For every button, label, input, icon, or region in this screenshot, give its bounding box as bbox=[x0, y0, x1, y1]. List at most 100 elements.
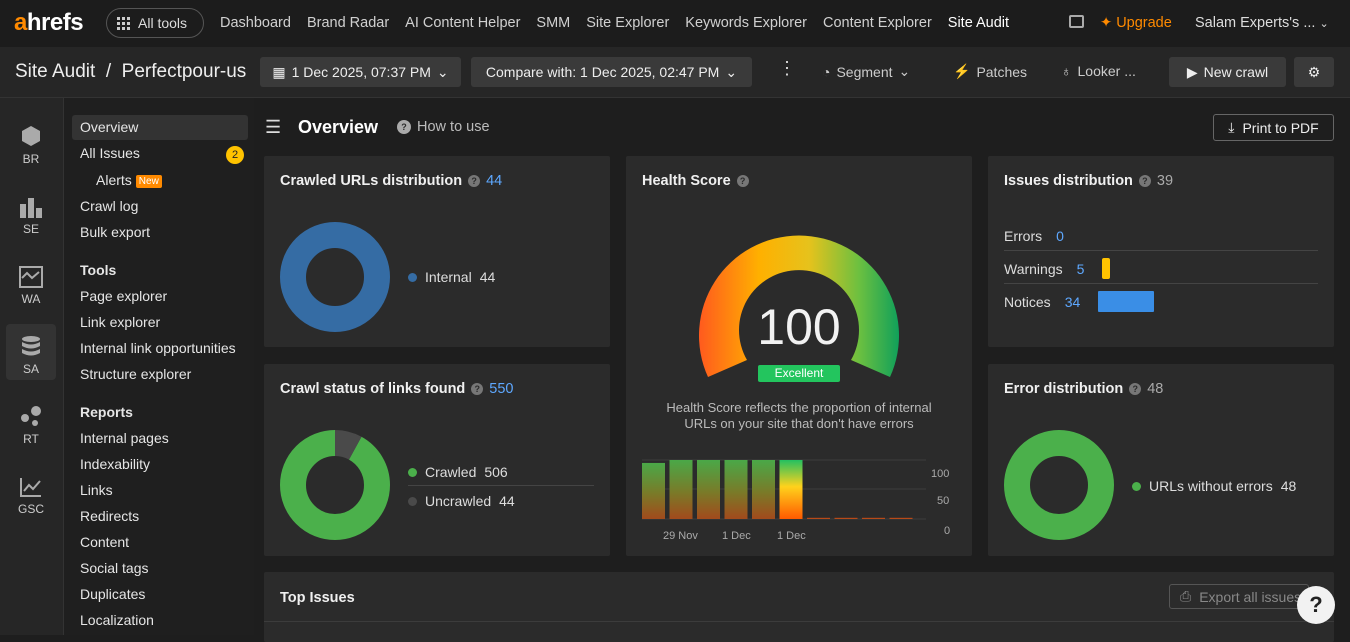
card-title: Error distribution bbox=[1004, 381, 1124, 397]
health-bar[interactable] bbox=[834, 517, 858, 519]
sidebar-item-localization[interactable]: Localization bbox=[80, 612, 154, 628]
health-bar[interactable] bbox=[779, 460, 803, 519]
nav-dashboard[interactable]: Dashboard bbox=[220, 15, 291, 31]
legend-dot bbox=[408, 467, 417, 477]
health-bar[interactable] bbox=[642, 462, 665, 519]
rail-site-audit[interactable]: SA bbox=[6, 324, 56, 380]
health-bar[interactable] bbox=[724, 460, 748, 519]
project-toolbar: Site Audit / Perfectpour-us ▦ 1 Dec 2025,… bbox=[0, 47, 1350, 98]
health-bar[interactable] bbox=[669, 460, 693, 519]
health-score-value: 100 bbox=[757, 299, 841, 355]
crawl-date-select[interactable]: ▦ 1 Dec 2025, 07:37 PM ⌄ bbox=[260, 57, 461, 87]
product-rail: BR SE WA SA RT GSC bbox=[0, 98, 64, 635]
rail-gsc[interactable]: GSC bbox=[6, 464, 56, 520]
nav-keywords-explorer[interactable]: Keywords Explorer bbox=[685, 15, 807, 31]
sidebar-item-social-tags[interactable]: Social tags bbox=[80, 560, 149, 576]
issues-row-errors[interactable]: Errors 0 bbox=[1004, 228, 1064, 244]
notifications-icon[interactable] bbox=[1069, 15, 1084, 28]
rail-web-analytics[interactable]: WA bbox=[6, 254, 56, 310]
new-crawl-button[interactable]: ▶ New crawl bbox=[1169, 57, 1286, 87]
sidebar-item-content[interactable]: Content bbox=[80, 534, 130, 550]
x-label: 29 Nov bbox=[663, 530, 698, 542]
crawled-count[interactable]: 44 bbox=[486, 173, 503, 189]
legend-urls-without-errors[interactable]: URLs without errors 48 bbox=[1132, 478, 1296, 494]
sidebar-item-duplicates[interactable]: Duplicates bbox=[80, 586, 146, 602]
sidebar-item-link-explorer[interactable]: Link explorer bbox=[80, 314, 161, 330]
y-tick: 50 bbox=[937, 495, 950, 507]
sidebar-item-all-issues[interactable]: All Issues bbox=[80, 145, 140, 161]
links-count[interactable]: 550 bbox=[489, 381, 514, 397]
sidebar-item-internal-pages[interactable]: Internal pages bbox=[80, 430, 169, 446]
health-bar[interactable] bbox=[862, 517, 885, 519]
health-score-card: Health Score? 100 Excellent Health Score… bbox=[626, 156, 972, 556]
patches-button[interactable]: ⚡ Patches bbox=[953, 63, 1028, 80]
legend-dot bbox=[1132, 481, 1141, 491]
nav-site-explorer[interactable]: Site Explorer bbox=[586, 15, 670, 31]
nav-site-audit[interactable]: Site Audit bbox=[947, 15, 1010, 31]
sidebar-item-redirects[interactable]: Redirects bbox=[80, 508, 140, 524]
issues-row-notices[interactable]: Notices 34 bbox=[1004, 294, 1081, 310]
sidebar-item-links[interactable]: Links bbox=[80, 482, 113, 498]
legend-dot bbox=[408, 496, 417, 506]
card-title: Health Score bbox=[642, 173, 731, 189]
all-tools-button[interactable]: All tools bbox=[106, 8, 204, 38]
help-icon[interactable]: ? bbox=[736, 175, 749, 187]
crawl-status-card: Crawl status of links found? 550 Crawled 5… bbox=[264, 364, 610, 556]
legend-crawled[interactable]: Crawled 506 bbox=[408, 464, 508, 480]
nav-content-explorer[interactable]: Content Explorer bbox=[822, 15, 932, 31]
sidebar-item-alerts[interactable]: Alerts New bbox=[96, 172, 162, 188]
sidebar-item-internal-link-opportunities[interactable]: Internal link opportunities bbox=[80, 340, 236, 356]
gauge-arc bbox=[699, 235, 899, 377]
health-bar[interactable] bbox=[889, 517, 913, 519]
nav-ai-content-helper[interactable]: AI Content Helper bbox=[405, 15, 521, 31]
ahrefs-logo[interactable]: ahrefs bbox=[14, 9, 84, 36]
help-chat-button[interactable]: ? bbox=[1297, 586, 1335, 624]
print-to-pdf-button[interactable]: ⤓ Print to PDF bbox=[1213, 114, 1334, 141]
help-icon[interactable]: ? bbox=[1138, 175, 1151, 187]
compare-select[interactable]: Compare with: 1 Dec 2025, 02:47 PM ⌄ bbox=[471, 57, 752, 87]
account-menu[interactable]: Salam Experts's ... ⌄ bbox=[1195, 15, 1329, 31]
how-to-use-link[interactable]: ? How to use bbox=[397, 119, 490, 135]
error-distribution-card: Error distribution? 48 URLs without error… bbox=[988, 364, 1334, 556]
card-title: Crawled URLs distribution bbox=[280, 173, 463, 189]
sidebar-active-highlight bbox=[72, 115, 248, 140]
divider bbox=[264, 621, 1334, 622]
health-bar[interactable] bbox=[752, 460, 775, 519]
top-issues-card: Top Issues ⎙ Export all issues bbox=[264, 572, 1334, 642]
legend-uncrawled[interactable]: Uncrawled 44 bbox=[408, 493, 515, 509]
chevron-down-icon: ⌄ bbox=[1319, 18, 1329, 30]
lightning-icon: ⚡ bbox=[953, 63, 971, 79]
dots-icon bbox=[21, 406, 41, 426]
looker-button[interactable]: ♁ Looker ... bbox=[1061, 63, 1136, 79]
more-options-icon[interactable]: ⋮ bbox=[778, 58, 796, 78]
help-icon[interactable]: ? bbox=[471, 383, 484, 395]
nav-smm[interactable]: SMM bbox=[536, 15, 571, 31]
rail-site-explorer[interactable]: SE bbox=[6, 184, 56, 240]
health-bar[interactable] bbox=[807, 517, 830, 519]
download-icon: ⤓ bbox=[1228, 119, 1235, 135]
sidebar-item-structure-explorer[interactable]: Structure explorer bbox=[80, 366, 192, 382]
rail-brand-radar[interactable]: BR bbox=[6, 114, 56, 170]
export-all-issues-button[interactable]: ⎙ Export all issues bbox=[1169, 584, 1309, 609]
upgrade-link[interactable]: ✦ Upgrade bbox=[1100, 15, 1172, 31]
menu-icon[interactable]: ☰ bbox=[265, 117, 282, 137]
export-icon: ⎙ bbox=[1180, 588, 1192, 604]
help-icon[interactable]: ? bbox=[1129, 383, 1142, 395]
health-bar[interactable] bbox=[697, 460, 720, 519]
y-tick: 100 bbox=[931, 468, 950, 480]
sidebar-item-crawl-log[interactable]: Crawl log bbox=[80, 198, 139, 214]
x-label: 1 Dec bbox=[777, 530, 806, 542]
sidebar-item-overview[interactable]: Overview bbox=[80, 119, 139, 135]
sidebar-item-bulk-export[interactable]: Bulk export bbox=[80, 224, 151, 240]
help-icon[interactable]: ? bbox=[468, 175, 481, 187]
segment-select[interactable]: ◔ Segment ⌄ bbox=[822, 63, 911, 80]
rail-rank-tracker[interactable]: RT bbox=[6, 394, 56, 450]
settings-button[interactable]: ⚙ bbox=[1294, 57, 1334, 87]
nav-brand-radar[interactable]: Brand Radar bbox=[306, 15, 390, 31]
sidebar-item-page-explorer[interactable]: Page explorer bbox=[80, 288, 168, 304]
issues-row-warnings[interactable]: Warnings 5 bbox=[1004, 261, 1085, 277]
x-label: 1 Dec bbox=[722, 530, 751, 542]
notices-bar bbox=[1098, 291, 1154, 312]
main-content: ☰ Overview ? How to use ⤓ Print to PDF Cra… bbox=[254, 98, 1350, 642]
sidebar-item-indexability[interactable]: Indexability bbox=[80, 456, 151, 472]
